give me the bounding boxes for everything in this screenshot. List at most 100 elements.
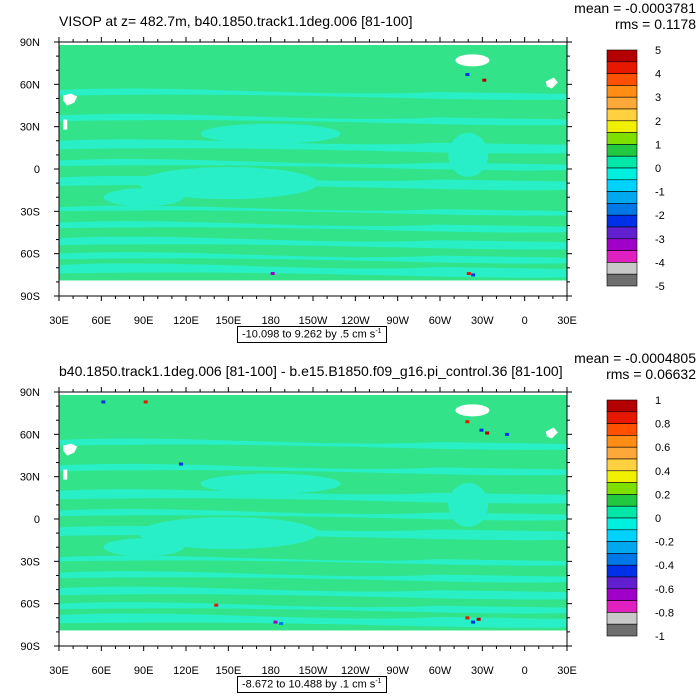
colorbar-box <box>606 226 638 240</box>
range-exponent: -1 <box>375 678 382 685</box>
anomaly-speck <box>476 617 481 621</box>
x-tick-label: 0 <box>522 665 528 677</box>
range-label-box: -10.098 to 9.262 by .5 cm s-1 <box>237 326 387 343</box>
colorbar-box <box>606 250 638 263</box>
band-southern-2 <box>59 252 567 264</box>
rms-label: rms = 0.1178 <box>614 16 696 32</box>
anomaly-speck <box>273 620 278 624</box>
x-tick-label: 60E <box>92 665 112 677</box>
range-exponent: -1 <box>375 328 382 335</box>
colorbar-label: 1 <box>655 139 661 151</box>
band-subpolar-north <box>59 438 567 450</box>
range-label: -8.672 to 10.488 by .1 cm s <box>242 678 376 691</box>
y-tick-label: 0 <box>34 164 40 176</box>
y-tick-label: 30N <box>20 122 40 134</box>
colorbar-box <box>606 108 638 122</box>
band-midlat-north <box>59 463 567 476</box>
map-layer <box>59 392 567 646</box>
colorbar-box <box>606 155 638 169</box>
band-midlat-north <box>59 113 567 126</box>
colorbar-box <box>606 423 638 436</box>
y-tick-label: 60N <box>20 79 40 91</box>
band-southern-4 <box>59 571 567 583</box>
band-southern-3 <box>59 586 567 600</box>
colorbar-box <box>606 120 638 133</box>
y-tick-label: 30S <box>20 556 40 568</box>
anomaly-speck <box>270 272 275 276</box>
colorbar-box <box>606 470 638 483</box>
anomaly-speck <box>485 431 490 435</box>
anomaly-speck <box>482 78 487 82</box>
y-tick-label: 60S <box>20 599 40 611</box>
x-tick-label: 30E <box>49 665 69 677</box>
band-subtropic-south <box>59 205 567 216</box>
x-tick-label: 90W <box>386 315 409 327</box>
anomaly-speck <box>279 622 284 626</box>
island-east <box>545 77 558 89</box>
x-tick-label: 60W <box>429 315 452 327</box>
colorbar-label: 0.2 <box>655 489 670 501</box>
indian-patch <box>103 188 184 207</box>
colorbar-box <box>606 517 638 531</box>
colorbar-box <box>606 623 638 637</box>
x-tick-label: 60E <box>92 315 112 327</box>
x-tick-label: 90E <box>134 665 154 677</box>
pacific-patch-north <box>200 123 341 144</box>
colorbar-label: 0.8 <box>655 419 670 431</box>
map-plot: 30E 60E 90E 120E 150E 180 150W 120W 90W 60W 30W 0 30… <box>20 37 665 327</box>
y-tick-label: 90N <box>20 387 40 399</box>
colorbar-label: 0.4 <box>655 466 670 478</box>
colorbar-box <box>606 482 638 495</box>
x-tick-label: 120W <box>341 665 370 677</box>
colorbar-box <box>606 576 638 590</box>
greenland-land <box>455 404 490 417</box>
colorbar-label: 1 <box>655 395 661 407</box>
x-tick-label: 120W <box>341 315 370 327</box>
arctic-edge <box>59 392 567 395</box>
band-southern-3 <box>59 236 567 250</box>
anomaly-speck <box>471 273 476 277</box>
chart-title: VISOP at z= 482.7m, b40.1850.track1.1deg… <box>59 13 413 29</box>
island-small <box>63 119 68 130</box>
colorbar-label: 0 <box>655 163 661 175</box>
colorbar-label: -2 <box>655 210 665 222</box>
anomaly-speck <box>465 73 470 77</box>
x-tick-label: 90E <box>134 315 154 327</box>
colorbar-box <box>606 61 638 74</box>
bottom-panel: b40.1850.track1.1deg.006 [81-100] - b.e1… <box>0 350 700 700</box>
anomaly-speck <box>466 272 471 276</box>
colorbar-box <box>606 529 638 542</box>
antarctica-land <box>59 280 567 296</box>
colorbar-box <box>606 564 638 578</box>
band-tropic-north <box>59 489 567 504</box>
x-tick-label: 30W <box>471 665 494 677</box>
greenland-land <box>455 54 490 67</box>
colorbar-label: 4 <box>655 69 661 81</box>
x-tick-label: 90W <box>386 665 409 677</box>
y-tick-label: 30N <box>20 472 40 484</box>
colorbar-box <box>606 203 638 216</box>
indian-patch <box>103 538 184 557</box>
mean-label: mean = -0.0004805 <box>574 350 696 366</box>
colorbar-box <box>606 612 638 625</box>
colorbar-box <box>606 167 638 181</box>
colorbar-box <box>606 273 638 287</box>
anomaly-speck <box>465 616 470 620</box>
x-tick-label: 30E <box>557 665 577 677</box>
mean-label: mean = -0.0003781 <box>574 0 696 16</box>
colorbar-box <box>606 132 638 145</box>
x-tick-label: 150W <box>299 665 328 677</box>
island-west <box>63 93 78 106</box>
chart-title: b40.1850.track1.1deg.006 [81-100] - b.e1… <box>59 363 563 379</box>
anomaly-speck <box>101 400 106 404</box>
colorbar-label: 3 <box>655 92 661 104</box>
map-layer <box>59 42 567 296</box>
y-tick-label: 30S <box>20 206 40 218</box>
y-tick-label: 60S <box>20 249 40 261</box>
band-southern-1 <box>59 263 567 278</box>
y-tick-label: 90N <box>20 37 40 49</box>
top-panel: VISOP at z= 482.7m, b40.1850.track1.1deg… <box>20 0 696 343</box>
colorbar-label: -0.4 <box>655 560 674 572</box>
x-tick-label: 120E <box>173 315 199 327</box>
anomaly-speck <box>143 400 148 404</box>
